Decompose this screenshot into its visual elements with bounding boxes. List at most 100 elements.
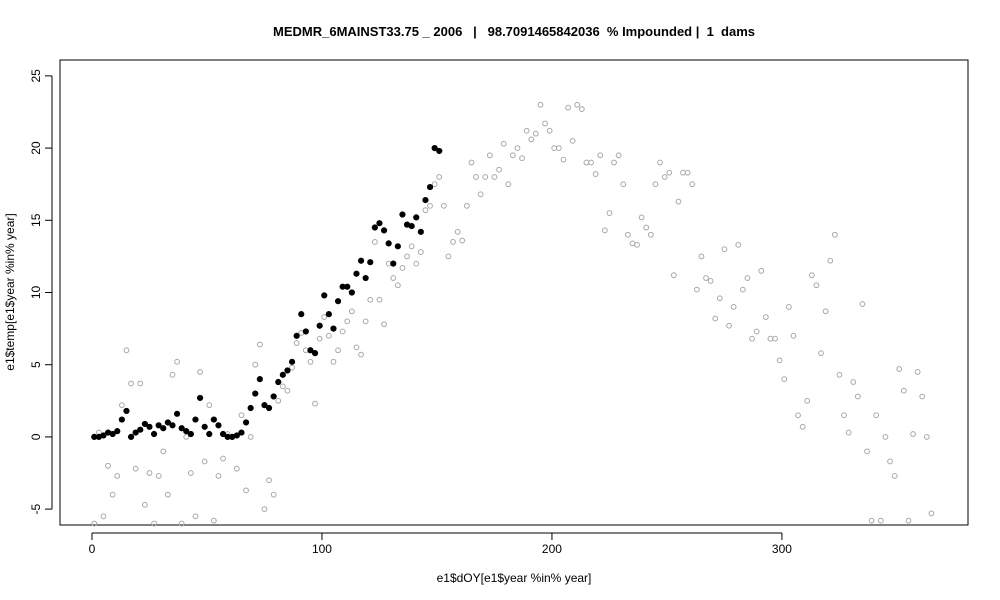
data-point (850, 379, 857, 385)
data-point (404, 253, 410, 260)
data-point (422, 196, 429, 204)
data-point (500, 140, 507, 147)
data-point (238, 412, 245, 419)
data-point (799, 423, 806, 430)
data-point (611, 159, 617, 166)
data-point (270, 491, 277, 498)
data-point (164, 491, 171, 498)
data-point (118, 416, 125, 423)
data-point (109, 430, 116, 438)
data-point (440, 202, 447, 209)
data-point (242, 419, 250, 426)
y-tick-label: 5 (29, 361, 43, 368)
data-point (311, 350, 319, 357)
data-point (164, 419, 171, 426)
data-point (312, 400, 318, 407)
data-point (615, 152, 622, 159)
data-point (841, 412, 847, 419)
data-point (905, 517, 912, 524)
data-point (707, 278, 714, 284)
data-point (399, 211, 406, 218)
data-point (316, 322, 323, 329)
data-point (565, 104, 571, 111)
data-point (808, 272, 815, 279)
data-point (174, 358, 180, 365)
data-point (647, 231, 654, 238)
data-point (261, 506, 268, 513)
data-point (362, 318, 369, 325)
data-point (390, 275, 397, 281)
data-point (675, 198, 682, 205)
data-point (114, 473, 121, 479)
data-point (390, 260, 397, 267)
data-point (417, 228, 424, 235)
data-point (169, 371, 176, 378)
data-point (371, 239, 378, 245)
data-point (919, 393, 926, 400)
data-point (417, 249, 424, 255)
data-point (900, 387, 907, 394)
data-point (334, 298, 342, 305)
data-point (288, 358, 296, 365)
data-point (670, 272, 677, 279)
data-point (431, 144, 438, 152)
data-point (219, 430, 227, 438)
data-point (762, 314, 769, 320)
data-point (624, 231, 631, 238)
data-point (463, 202, 470, 209)
data-point (509, 152, 516, 159)
data-point (813, 282, 820, 289)
data-point (726, 322, 732, 329)
chart-title: MEDMR_6MAINST33.75 _ 2006 | 98.709146584… (273, 24, 755, 39)
data-point (606, 210, 613, 216)
data-point (215, 473, 222, 479)
data-point (109, 491, 116, 498)
data-point (192, 513, 199, 520)
data-point (772, 335, 778, 342)
data-point (123, 347, 130, 354)
data-point (183, 434, 190, 440)
data-point (325, 311, 332, 318)
x-tick-label: 200 (542, 542, 562, 556)
data-point (859, 301, 866, 307)
data-point (150, 430, 158, 438)
data-point (496, 166, 502, 173)
data-point (247, 434, 254, 440)
x-tick-label: 0 (89, 542, 96, 556)
data-point (132, 429, 139, 436)
data-point (413, 260, 420, 267)
data-point (923, 434, 930, 440)
data-point (289, 364, 295, 371)
data-point (716, 295, 723, 302)
data-point (896, 366, 903, 372)
data-point (353, 344, 360, 351)
data-point (519, 155, 525, 162)
data-point (601, 227, 608, 234)
data-point (256, 376, 263, 383)
data-point (877, 517, 884, 524)
data-point (735, 241, 742, 248)
data-point (491, 174, 498, 180)
data-point (261, 402, 268, 409)
data-point (155, 422, 162, 429)
data-point (703, 275, 709, 281)
data-point (243, 487, 249, 494)
data-point (408, 243, 415, 250)
data-point (192, 416, 199, 423)
data-point (427, 202, 433, 209)
data-point (298, 311, 305, 318)
data-point (137, 426, 144, 433)
data-point (376, 296, 383, 303)
data-point (914, 369, 921, 375)
data-point (854, 393, 861, 400)
data-point (270, 393, 277, 400)
data-point (477, 191, 484, 198)
x-axis-label: e1$dOY[e1$year %in% year] (437, 571, 592, 585)
data-point (357, 257, 365, 264)
data-point (431, 181, 438, 188)
data-point (220, 455, 226, 462)
data-point (781, 376, 788, 383)
data-point (91, 520, 98, 527)
data-point (358, 351, 364, 358)
